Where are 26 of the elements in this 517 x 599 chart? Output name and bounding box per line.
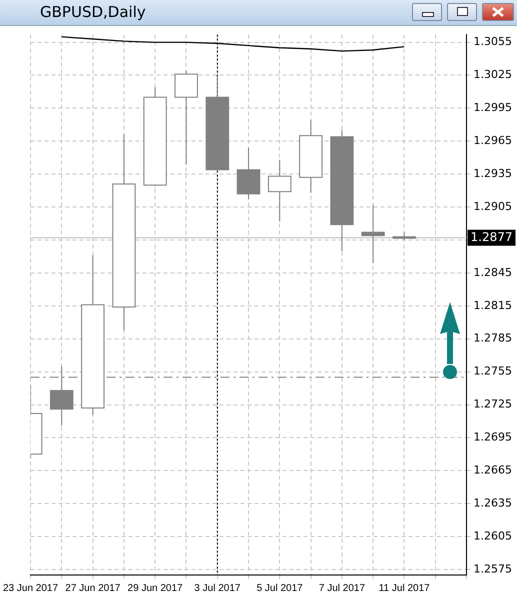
x-tick-label: 29 Jun 2017 [128,582,184,594]
x-tick-label: 5 Jul 2017 [256,582,304,594]
x-tick-label: 11 Jul 2017 [378,582,430,594]
x-tick-label: 7 Jul 2017 [318,582,366,594]
x-tick-label: 27 Jun 2017 [65,582,121,594]
y-tick-label: 1.3055 [474,35,512,48]
x-tick-label: 23 Jun 2017 [2,582,58,594]
candlestick [174,70,198,165]
y-tick-label: 1.2665 [474,464,512,477]
y-tick-label: 1.2995 [474,101,512,114]
y-tick-label: 1.2605 [474,529,512,542]
y-tick-label: 1.2695 [474,430,512,444]
y-tick-label: 1.2905 [474,200,512,213]
y-tick-label: 1.2845 [474,266,512,279]
y-tick-label: 1.2935 [474,166,512,180]
x-tick-label: 3 Jul 2017 [194,582,241,594]
y-tick-label: 1.2965 [474,134,512,147]
y-tick-label: 1.2785 [474,332,512,345]
ref-line-label: 1.2877 [470,230,513,244]
y-tick-label: 1.2725 [474,398,512,411]
y-tick-label: 1.2815 [474,298,512,312]
y-tick-label: 1.2575 [474,562,512,576]
y-tick-label: 1.2755 [474,364,512,378]
y-tick-label: 1.2635 [474,496,512,510]
chart-title: GBPUSD,Daily [40,3,146,21]
y-tick-label: 1.3025 [474,68,512,82]
